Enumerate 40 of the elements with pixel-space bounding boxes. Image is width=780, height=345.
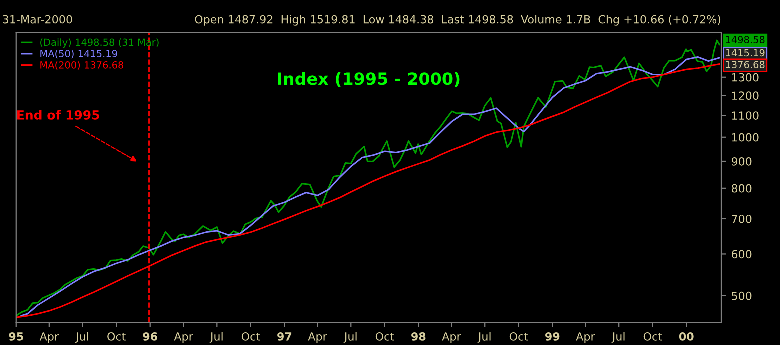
x-tick-label: Apr bbox=[308, 332, 328, 344]
y-tick-label: 900 bbox=[732, 157, 752, 166]
annotation: 1376.68 bbox=[726, 61, 765, 68]
x-tick-label: Oct bbox=[242, 332, 260, 341]
x-tick-label: 97 bbox=[278, 332, 292, 341]
y-tick-label: 800 bbox=[732, 184, 752, 193]
x-tick-label: 95 bbox=[9, 332, 24, 341]
y-tick-label: 1100 bbox=[732, 112, 759, 120]
x-tick-label: Oct bbox=[510, 332, 528, 341]
x-tick-label: Apr bbox=[442, 332, 462, 344]
annotation: 1498.58 bbox=[726, 36, 765, 44]
x-tick-label: 99 bbox=[545, 332, 560, 341]
x-tick-label: 00 bbox=[679, 332, 694, 341]
legend-label: (Daily) 1498.58 (31 Mar) bbox=[40, 38, 159, 48]
annotation: 1415.19 bbox=[726, 49, 765, 57]
x-tick-label: Jul bbox=[612, 332, 625, 343]
x-tick-label: Jul bbox=[478, 332, 491, 343]
x-tick-label: Jul bbox=[210, 332, 223, 343]
y-tick-label: 1000 bbox=[732, 133, 759, 142]
legend-label: MA(200) 1376.68 bbox=[40, 61, 124, 70]
x-tick-label: 96 bbox=[143, 332, 158, 341]
text: Open 1487.92 High 1519.81 Low 1484.38 Last 1498.58 Volume 1.7B Chg +10.66 (+0.72%) bbox=[195, 15, 721, 26]
y-tick-label: 1300 bbox=[732, 73, 759, 82]
y-tick-label: 700 bbox=[732, 214, 752, 224]
legend-label: MA(50) 1415.19 bbox=[40, 50, 118, 59]
x-tick-label: Jul bbox=[76, 332, 88, 343]
x-tick-label: 98 bbox=[412, 332, 426, 341]
y-tick-label: 500 bbox=[732, 292, 752, 300]
text: 31-Mar-2000 bbox=[3, 15, 72, 24]
x-tick-label: Apr bbox=[576, 332, 596, 344]
y-tick-label: 600 bbox=[732, 250, 752, 259]
x-tick-label: Apr bbox=[40, 332, 60, 344]
x-tick-label: Oct bbox=[376, 332, 394, 341]
annotation: End of 1995 bbox=[18, 110, 100, 120]
x-tick-label: Apr bbox=[174, 332, 194, 344]
y-tick-label: 1200 bbox=[732, 92, 759, 100]
x-tick-label: Oct bbox=[644, 332, 662, 341]
x-tick-label: Jul bbox=[344, 332, 357, 343]
text: Index (1995 - 2000) bbox=[278, 72, 460, 88]
x-tick-label: Oct bbox=[108, 332, 126, 341]
